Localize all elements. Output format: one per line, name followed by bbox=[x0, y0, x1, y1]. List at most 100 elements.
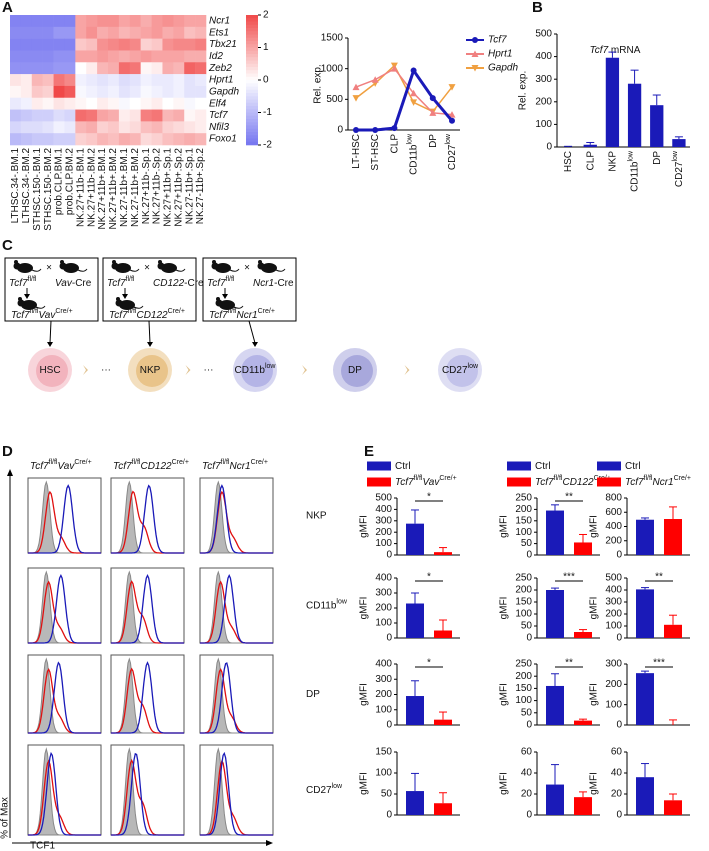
y-axis-label: gMFI bbox=[359, 515, 370, 538]
arrow bbox=[49, 320, 52, 344]
cell-nucleus bbox=[136, 355, 168, 387]
text-run: Ncr1 bbox=[229, 461, 250, 472]
legend-swatch bbox=[597, 461, 621, 471]
text-run: Cre/+ bbox=[55, 308, 72, 315]
text-run: -Cre bbox=[184, 278, 204, 289]
column-label: NK.27-11b+.Sp.2 bbox=[195, 148, 206, 225]
heat-cell bbox=[20, 74, 33, 87]
legend-label: Ctrl bbox=[395, 461, 411, 472]
mouse-icon bbox=[17, 263, 33, 273]
heat-cell bbox=[151, 85, 163, 99]
text-run: Cre/+ bbox=[74, 459, 91, 466]
heat-cell bbox=[86, 50, 98, 63]
text-run: Ncr1 bbox=[652, 477, 673, 488]
bar bbox=[406, 603, 424, 638]
arrow bbox=[248, 320, 256, 344]
heat-cell bbox=[173, 74, 185, 87]
y-tick-label: 100 bbox=[375, 618, 392, 629]
bar bbox=[664, 800, 682, 815]
heat-cell bbox=[10, 121, 22, 134]
heat-cell bbox=[97, 109, 109, 122]
marker bbox=[449, 117, 455, 124]
heat-cell bbox=[10, 50, 22, 63]
mouse-icon bbox=[35, 305, 46, 309]
text-run: Tcf7 bbox=[11, 310, 30, 321]
bar bbox=[406, 696, 424, 725]
parent-label: Tcf7fl/fl bbox=[107, 276, 135, 288]
x-tick-label: CLP bbox=[389, 134, 400, 154]
mouse-icon bbox=[161, 263, 177, 273]
y-tick-label: 500 bbox=[326, 94, 343, 105]
row-label: Foxo1 bbox=[209, 134, 237, 145]
heat-cell bbox=[151, 50, 163, 63]
heat-cell bbox=[151, 62, 163, 75]
mouse-icon bbox=[129, 268, 140, 272]
heat-cell bbox=[162, 50, 174, 63]
colorbar-step bbox=[246, 80, 258, 84]
heat-cell bbox=[140, 26, 152, 39]
heat-cell bbox=[118, 62, 131, 75]
heat-cell bbox=[118, 15, 131, 28]
heat-cell bbox=[140, 38, 152, 51]
heat-cell bbox=[140, 85, 152, 99]
heat-cell bbox=[75, 50, 87, 63]
bar bbox=[546, 685, 564, 725]
heat-cell bbox=[10, 26, 22, 39]
heat-cell bbox=[173, 109, 185, 122]
marker bbox=[410, 99, 418, 106]
y-tick-label: 200 bbox=[515, 504, 532, 515]
y-tick-label: 250 bbox=[515, 659, 532, 670]
heat-cell bbox=[129, 85, 141, 99]
colorbar-step bbox=[246, 18, 258, 22]
heat-cell bbox=[129, 109, 141, 122]
heat-cell bbox=[31, 97, 43, 110]
y-tick-label: 200 bbox=[605, 535, 622, 546]
y-tick-label: 100 bbox=[515, 527, 532, 538]
row-label: Ets1 bbox=[209, 27, 229, 38]
heat-cell bbox=[20, 38, 33, 51]
heat-cell bbox=[173, 26, 185, 39]
colorbar-step bbox=[246, 15, 258, 19]
y-tick-label: 50 bbox=[381, 789, 393, 800]
heat-cell bbox=[75, 97, 87, 110]
cell-label: CD27low bbox=[442, 363, 479, 375]
text-run: CD27 bbox=[306, 785, 332, 796]
text-run: mRNA bbox=[608, 45, 641, 56]
series-line bbox=[356, 67, 454, 132]
heat-cell bbox=[10, 74, 22, 87]
text-run: CD122 bbox=[136, 310, 168, 321]
heat-cell bbox=[108, 38, 120, 51]
text-run: Vav bbox=[55, 278, 73, 289]
mouse-icon bbox=[175, 268, 186, 272]
mouse-icon bbox=[14, 260, 18, 264]
heat-cell bbox=[162, 74, 174, 87]
column-label: STHSC.150-.BM.1 bbox=[32, 148, 43, 231]
text-run: Tcf7 bbox=[535, 477, 554, 488]
row-label: DP bbox=[306, 689, 320, 700]
colorbar-step bbox=[246, 70, 258, 74]
row-label: Ncr1 bbox=[209, 16, 230, 27]
marker bbox=[352, 95, 360, 102]
row-label: Tbx21 bbox=[209, 39, 237, 50]
bar bbox=[664, 624, 682, 638]
heat-cell bbox=[108, 121, 120, 134]
bar bbox=[636, 519, 654, 555]
text-run: low bbox=[672, 150, 679, 161]
y-tick-label: 400 bbox=[375, 573, 392, 584]
heat-cell bbox=[173, 85, 185, 99]
column-label: NK.27-11b+.BM.1 bbox=[119, 148, 130, 227]
colorbar-step bbox=[246, 132, 258, 136]
marker bbox=[448, 111, 456, 118]
legend-label: Ctrl bbox=[625, 461, 641, 472]
y-tick-label: 200 bbox=[535, 96, 552, 107]
colorbar-step bbox=[246, 86, 258, 91]
colorbar-label: -2 bbox=[263, 140, 272, 151]
arrow-head bbox=[266, 840, 273, 846]
heat-cell bbox=[42, 38, 54, 51]
y-tick-label: 200 bbox=[375, 603, 392, 614]
text-run: low bbox=[445, 133, 452, 144]
ellipsis: ··· bbox=[101, 365, 111, 376]
heat-cell bbox=[118, 26, 131, 39]
significance-label: *** bbox=[563, 572, 575, 583]
y-axis-label: gMFI bbox=[589, 772, 600, 795]
